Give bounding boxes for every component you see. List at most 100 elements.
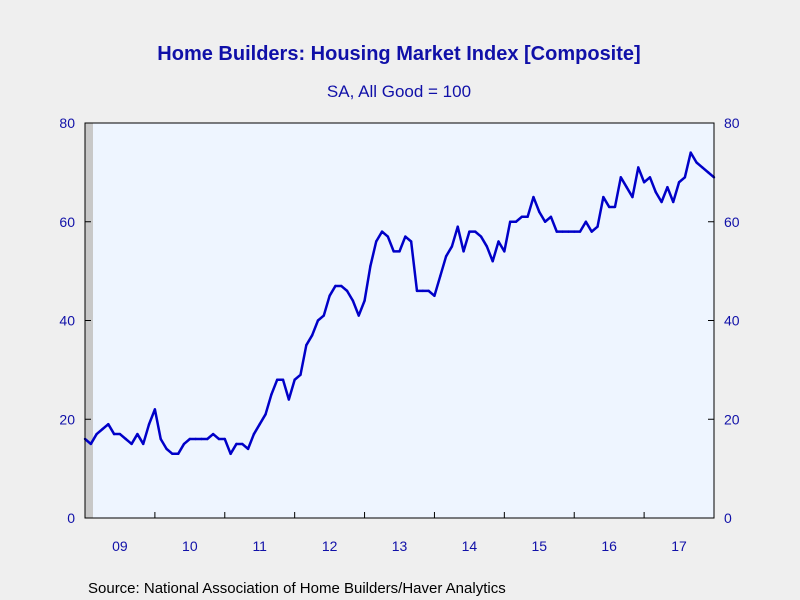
y-tick-label-left: 0 <box>67 510 75 526</box>
data-point <box>497 240 500 243</box>
data-point <box>287 398 291 401</box>
data-point <box>619 176 623 179</box>
y-tick-label-right: 20 <box>724 411 740 427</box>
data-point <box>631 195 634 199</box>
source-note: Source: National Association of Home Bui… <box>88 580 506 597</box>
data-point <box>270 393 273 396</box>
data-point <box>508 220 512 223</box>
x-tick-label: 17 <box>671 538 687 554</box>
y-tick-label-left: 60 <box>59 214 75 230</box>
data-point <box>89 442 93 446</box>
x-tick-label: 15 <box>531 538 547 554</box>
data-point <box>444 255 448 258</box>
data-point <box>677 181 681 184</box>
data-point <box>654 190 657 194</box>
data-point <box>689 151 692 154</box>
data-point <box>514 220 518 223</box>
data-point <box>415 289 419 293</box>
data-point <box>590 230 593 233</box>
data-point <box>386 235 390 238</box>
y-tick-label-left: 20 <box>59 411 75 427</box>
data-point <box>345 289 349 293</box>
y-tick-label-right: 80 <box>724 115 740 131</box>
data-point <box>375 240 378 243</box>
plot-frame <box>84 122 715 519</box>
data-point <box>235 442 238 446</box>
data-point <box>241 442 244 446</box>
data-point <box>252 432 256 436</box>
data-point <box>427 289 430 293</box>
data-point <box>421 289 424 293</box>
data-point <box>666 185 669 189</box>
data-point <box>555 230 558 233</box>
x-tick-label: 13 <box>392 538 408 554</box>
data-point <box>660 200 663 204</box>
data-point <box>194 437 197 441</box>
data-point <box>404 235 407 238</box>
data-point <box>112 432 116 436</box>
data-point <box>456 225 459 228</box>
data-point <box>130 442 133 446</box>
chart-subtitle: SA, All Good = 100 <box>327 82 471 101</box>
data-point <box>322 314 325 317</box>
data-point <box>543 220 547 223</box>
data-point <box>258 422 261 426</box>
data-point <box>538 210 541 214</box>
x-tick-label: 09 <box>112 538 128 554</box>
data-point <box>549 215 553 219</box>
data-point <box>159 437 162 441</box>
data-point <box>200 437 203 441</box>
data-point <box>637 166 640 169</box>
data-point <box>107 422 110 426</box>
y-tick-label-left: 40 <box>59 313 75 329</box>
data-point <box>433 294 436 298</box>
x-tick-label: 16 <box>601 538 617 554</box>
data-points <box>83 151 716 456</box>
data-point <box>526 215 529 219</box>
data-point <box>613 205 617 209</box>
data-point <box>398 250 401 253</box>
data-point <box>229 452 232 456</box>
y-ticks: 0 20 40 60 80 0 20 40 60 80 <box>59 115 739 526</box>
data-point <box>573 230 576 233</box>
x-tick-label: 14 <box>462 538 478 554</box>
plot-area <box>85 123 714 518</box>
data-point <box>648 176 652 179</box>
y-tick-label-right: 60 <box>724 214 740 230</box>
data-point <box>462 250 465 253</box>
data-point <box>474 230 477 233</box>
data-point <box>223 437 226 441</box>
data-point <box>479 235 483 238</box>
data-point <box>706 171 710 174</box>
data-point <box>147 422 151 426</box>
chart-title: Home Builders: Housing Market Index [Com… <box>157 43 640 65</box>
data-point <box>211 432 215 436</box>
data-point <box>275 378 279 381</box>
data-point <box>182 442 186 446</box>
data-point <box>176 452 180 456</box>
data-point <box>439 274 442 278</box>
data-point <box>165 447 168 451</box>
data-point <box>392 250 395 253</box>
data-point <box>217 437 221 441</box>
data-point <box>380 230 384 233</box>
data-point <box>695 161 698 164</box>
data-point <box>310 334 314 337</box>
y-tick-label-right: 40 <box>724 313 740 329</box>
data-point <box>246 447 250 451</box>
data-point <box>468 230 471 233</box>
data-point <box>136 432 139 436</box>
data-point <box>171 452 174 456</box>
data-point <box>642 181 646 184</box>
y-tick-label-right: 0 <box>724 510 732 526</box>
data-point <box>584 220 588 223</box>
data-point <box>520 215 524 219</box>
data-point <box>118 432 122 436</box>
data-point <box>305 343 308 347</box>
data-point <box>142 442 145 446</box>
data-point <box>334 284 337 288</box>
data-point <box>281 378 285 381</box>
data-point <box>532 195 535 199</box>
data-point <box>101 427 104 431</box>
